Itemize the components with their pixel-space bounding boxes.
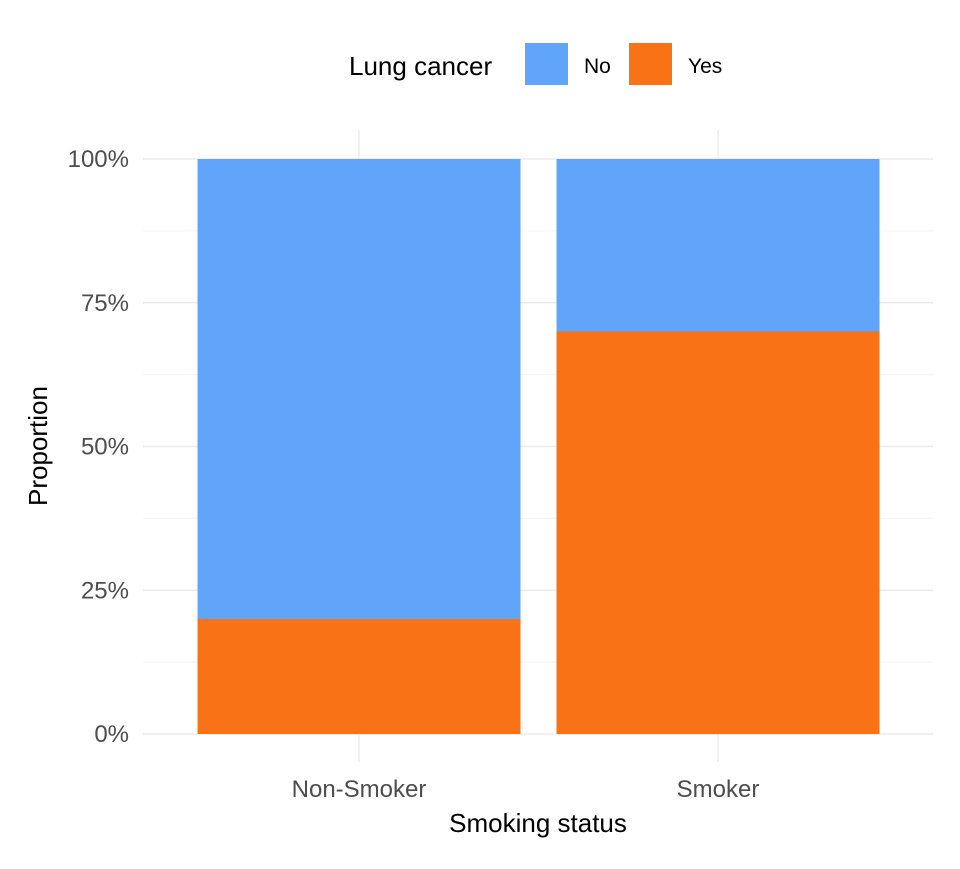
legend-entries: No Yes: [525, 43, 722, 85]
legend-swatch-no: [525, 43, 568, 85]
bar-smoker-no: [556, 159, 880, 332]
x-axis-title: Smoking status: [449, 808, 627, 838]
y-tick-label: 0%: [94, 721, 129, 748]
y-tick-label: 100%: [68, 146, 129, 173]
legend: Lung cancer No Yes: [349, 43, 722, 85]
bars: [197, 159, 880, 734]
y-tick-label: 75%: [81, 290, 129, 317]
bar-smoker-yes: [556, 331, 880, 734]
x-tick-label: Smoker: [677, 776, 760, 803]
x-tick-label: Non-Smoker: [292, 776, 427, 803]
y-tick-label: 50%: [81, 434, 129, 461]
y-axis-ticks: 0% 25% 50% 75% 100%: [68, 146, 129, 748]
legend-label-yes: Yes: [688, 55, 722, 78]
legend-swatch-yes: [629, 43, 672, 85]
y-tick-label: 25%: [81, 577, 129, 604]
x-axis-ticks: Non-Smoker Smoker: [292, 776, 760, 803]
y-axis-title: Proportion: [23, 386, 53, 506]
bar-non-smoker-no: [197, 159, 521, 619]
legend-title: Lung cancer: [349, 51, 492, 81]
bar-non-smoker-yes: [197, 619, 521, 734]
legend-label-no: No: [584, 55, 611, 78]
